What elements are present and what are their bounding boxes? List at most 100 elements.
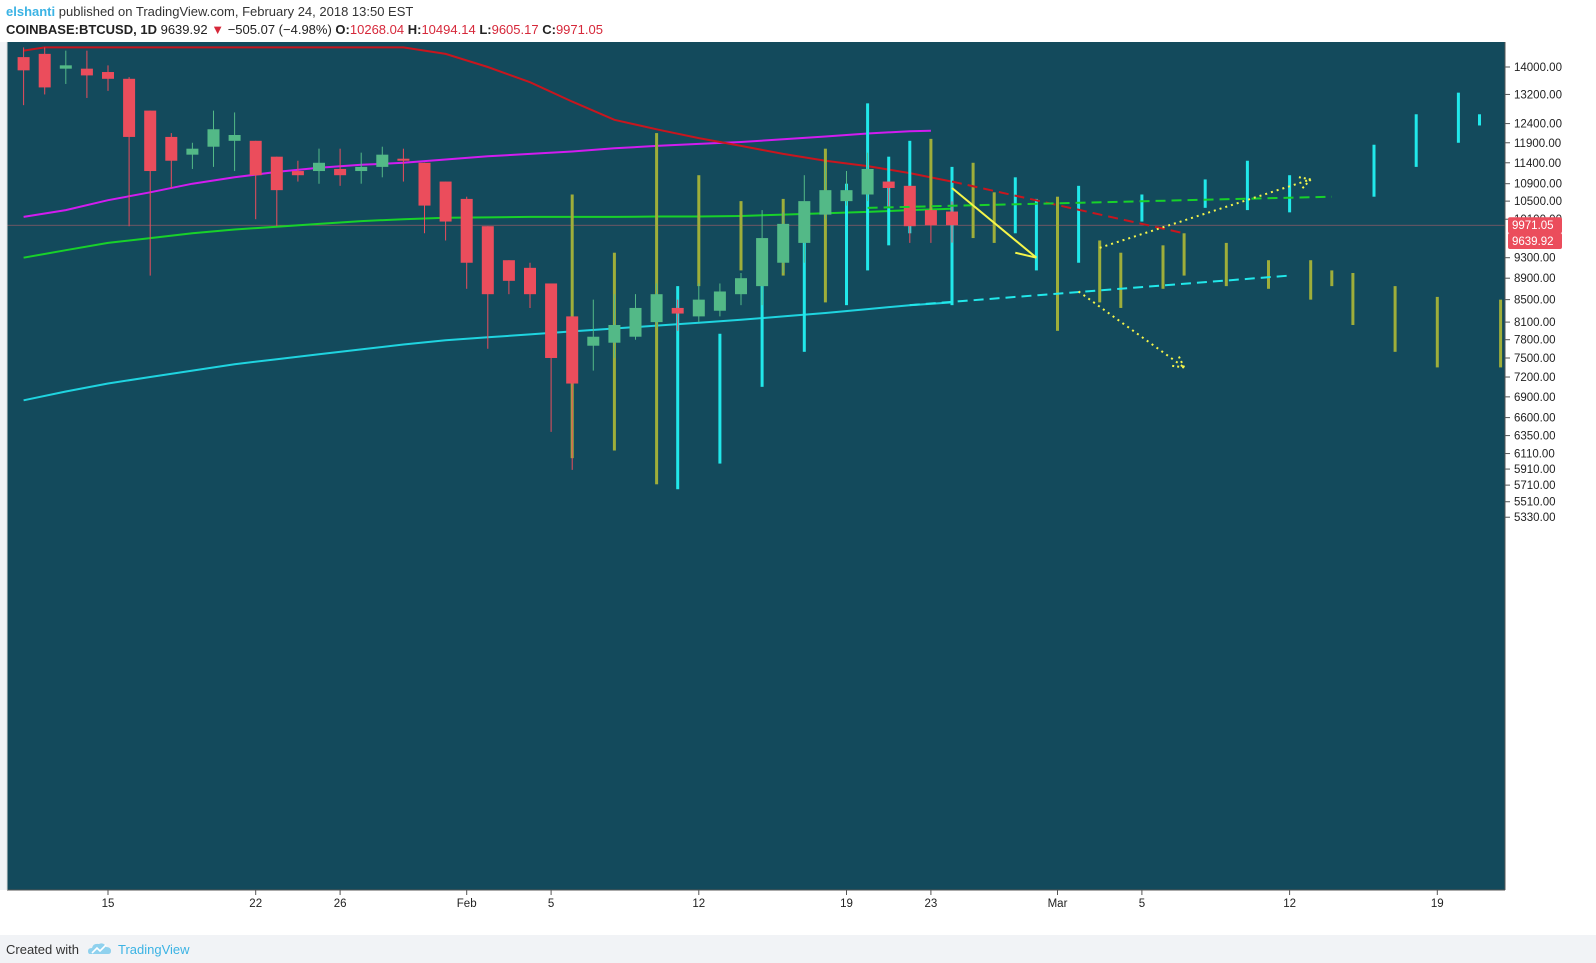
created-with-label: Created with bbox=[6, 942, 79, 957]
candle-body bbox=[355, 166, 368, 172]
plot-layer bbox=[7, 46, 1505, 490]
candle-body bbox=[481, 226, 494, 295]
price-change: −505.07 (−4.98%) bbox=[227, 22, 332, 37]
author-link[interactable]: elshanti bbox=[6, 4, 56, 19]
candle-body bbox=[650, 294, 663, 323]
x-tick-label: 12 bbox=[1283, 898, 1296, 910]
projection-bar bbox=[1224, 242, 1228, 287]
candle-body bbox=[397, 158, 410, 161]
candle-body bbox=[228, 134, 241, 141]
candle-body bbox=[608, 324, 621, 343]
candle-body bbox=[334, 168, 347, 176]
price-label: 9971.05 bbox=[1512, 220, 1554, 232]
projection-bar bbox=[1034, 198, 1038, 271]
candle-body bbox=[80, 68, 93, 76]
projection-bar bbox=[1056, 196, 1059, 331]
plot-area bbox=[7, 42, 1505, 890]
candle-body bbox=[38, 53, 51, 88]
candle-body bbox=[291, 171, 304, 176]
y-tick-label: 5910.00 bbox=[1514, 464, 1556, 476]
candle-body bbox=[777, 223, 790, 263]
publish-line: elshanti published on TradingView.com, F… bbox=[6, 4, 413, 19]
candle-body bbox=[59, 65, 72, 69]
tradingview-cloud-icon bbox=[88, 943, 111, 954]
candle-body bbox=[587, 336, 600, 346]
candle-body bbox=[524, 267, 536, 295]
candle-body bbox=[629, 307, 642, 337]
y-tick-label: 12400.00 bbox=[1514, 119, 1562, 131]
candle-body bbox=[735, 278, 747, 295]
price-label-box bbox=[1508, 217, 1562, 234]
candle-body bbox=[502, 260, 515, 281]
x-tick-label: 5 bbox=[548, 898, 554, 910]
y-tick-label: 5710.00 bbox=[1514, 480, 1556, 492]
projection-bar bbox=[1330, 270, 1334, 287]
candle-body bbox=[270, 156, 283, 191]
y-tick-label: 5330.00 bbox=[1514, 512, 1556, 524]
candle-body bbox=[17, 57, 30, 71]
high-value: 10494.14 bbox=[421, 22, 476, 37]
projection-bar bbox=[1119, 252, 1123, 308]
candle-body bbox=[207, 129, 220, 147]
low-label: L: bbox=[479, 22, 492, 37]
projection-bar bbox=[1478, 114, 1481, 126]
projection-bar bbox=[802, 214, 806, 352]
y-tick-label: 8100.00 bbox=[1514, 317, 1556, 329]
candle-body bbox=[840, 190, 853, 202]
y-tick-label: 6900.00 bbox=[1514, 392, 1556, 404]
solid-arrow-line bbox=[1015, 251, 1037, 259]
candle-body bbox=[756, 238, 769, 287]
projection-bar bbox=[676, 286, 680, 490]
candle-body bbox=[946, 211, 958, 226]
moving-average-red bbox=[23, 46, 953, 183]
candle-body bbox=[566, 316, 579, 384]
arrow-head bbox=[1170, 364, 1185, 369]
x-tick-label: 19 bbox=[1431, 898, 1444, 910]
projection-bar bbox=[823, 148, 827, 303]
open-label: O: bbox=[335, 22, 350, 37]
x-tick-label: 15 bbox=[102, 898, 115, 910]
candle-body bbox=[671, 307, 684, 314]
projection-bar bbox=[1077, 185, 1081, 263]
price-chart[interactable]: 14000.00 13200.00 12400.00 11900.00 11400.00… bbox=[0, 0, 1596, 935]
y-tick-label: 11400.00 bbox=[1514, 158, 1561, 170]
projection-bar bbox=[1140, 194, 1144, 222]
price-label: 9639.92 bbox=[1512, 236, 1554, 248]
y-tick-label: 10500.00 bbox=[1514, 196, 1562, 208]
projection-bar bbox=[845, 183, 848, 306]
publish-info: published on TradingView.com, February 2… bbox=[58, 4, 414, 19]
projection-bar bbox=[1203, 179, 1207, 208]
y-tick-label: 6350.00 bbox=[1514, 431, 1556, 443]
candle-body bbox=[460, 198, 473, 263]
y-axis-area bbox=[1505, 42, 1596, 890]
projection-bar bbox=[971, 162, 975, 239]
projection-bar bbox=[1245, 160, 1249, 211]
projection-bar bbox=[1288, 175, 1292, 213]
candle-body bbox=[692, 299, 705, 317]
x-tick-label: Mar bbox=[1048, 898, 1068, 910]
projection-bar bbox=[1393, 286, 1397, 352]
ohlc-line: COINBASE:BTCUSD, 1D 9639.92 ▼ −505.07 (−… bbox=[6, 22, 603, 37]
price-label-box bbox=[1508, 232, 1562, 249]
tradingview-link[interactable]: TradingView bbox=[118, 942, 190, 957]
candle-body bbox=[313, 162, 325, 172]
chart-header: elshanti published on TradingView.com, F… bbox=[0, 0, 1596, 42]
x-tick-label: 23 bbox=[925, 898, 938, 910]
projection-bar bbox=[1309, 260, 1313, 300]
y-tick-label: 7800.00 bbox=[1514, 335, 1556, 347]
moving-average-magenta bbox=[23, 129, 931, 218]
last-price: 9639.92 bbox=[160, 22, 208, 37]
projection-bar bbox=[697, 175, 701, 287]
arrow-head bbox=[1177, 354, 1186, 368]
x-tick-label: 22 bbox=[249, 898, 262, 910]
y-tick-label: 9300.00 bbox=[1514, 253, 1556, 265]
chart-footer: Created with TradingView bbox=[0, 935, 1596, 963]
candle-body bbox=[819, 190, 832, 215]
projection-bar bbox=[1161, 245, 1165, 289]
y-tick-label: 7200.00 bbox=[1514, 372, 1556, 384]
x-axis-area bbox=[0, 890, 1596, 935]
candle-body bbox=[924, 210, 937, 226]
candle-body bbox=[102, 72, 114, 79]
candle-body bbox=[418, 162, 431, 206]
projection-bar bbox=[1098, 240, 1102, 303]
